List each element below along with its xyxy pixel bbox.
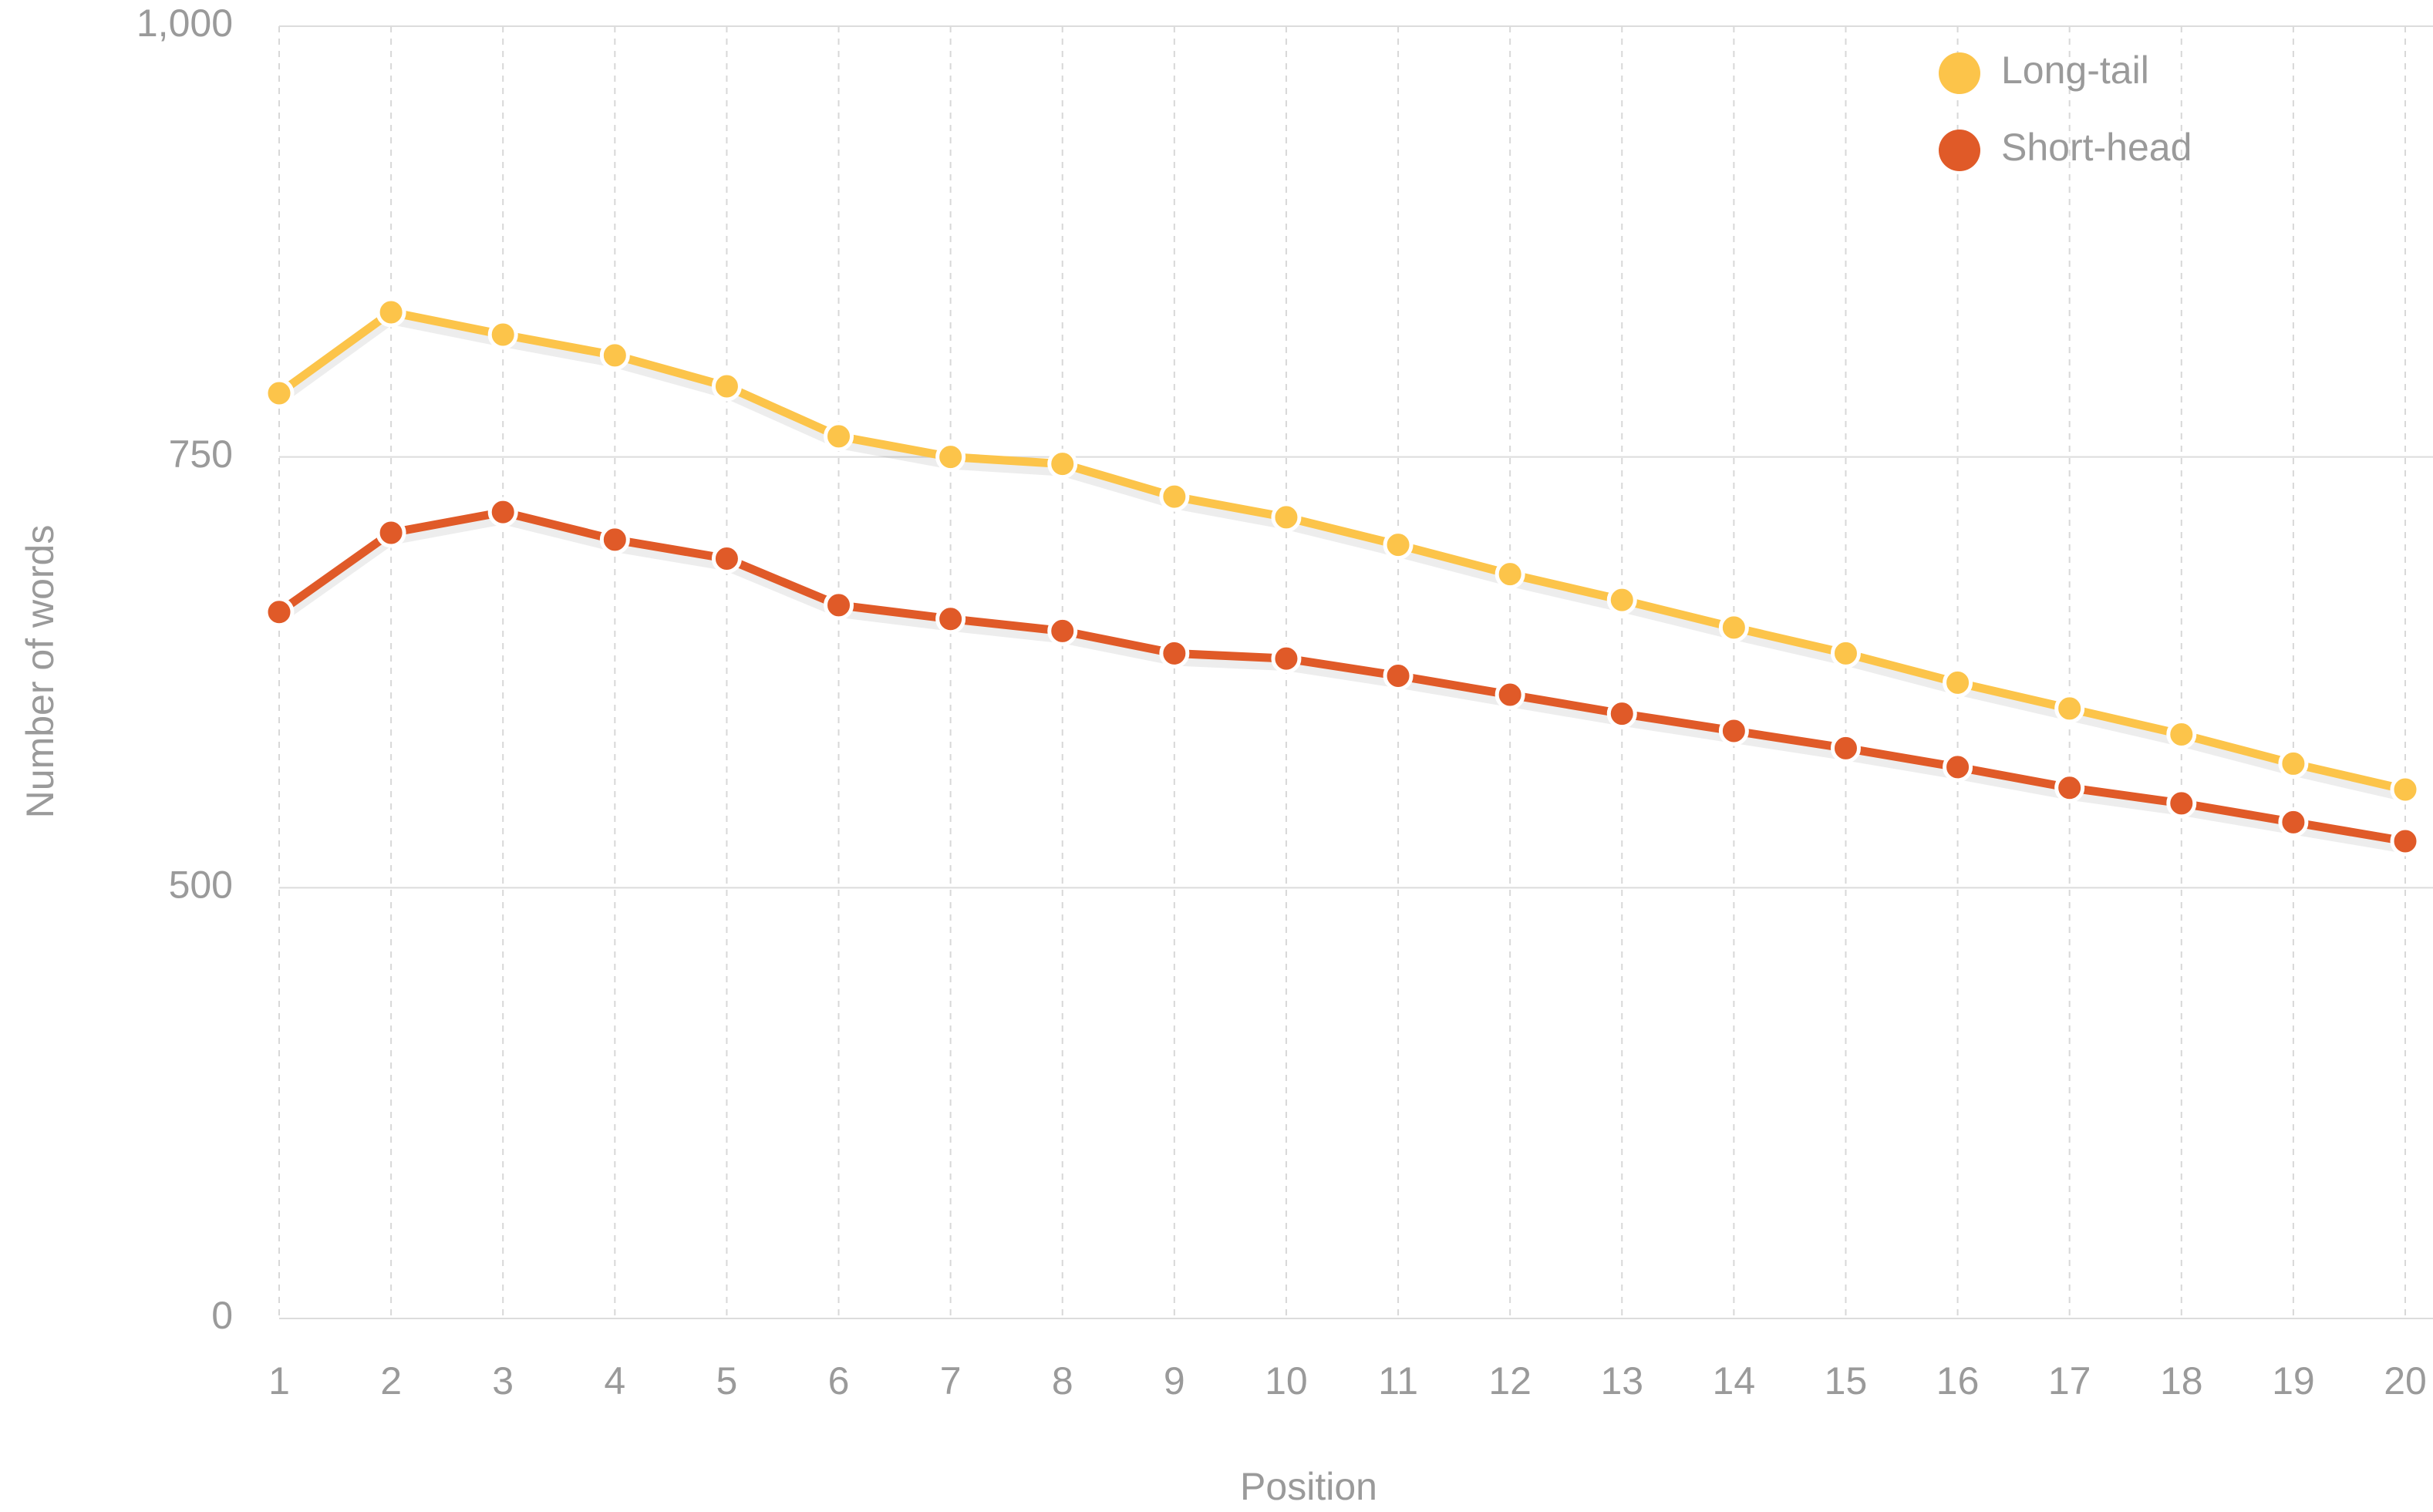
marker <box>1832 735 1858 761</box>
x-tick-label: 19 <box>2272 1359 2315 1403</box>
marker <box>1050 618 1076 644</box>
marker <box>1497 682 1523 708</box>
marker <box>2280 750 2307 776</box>
x-tick-label: 7 <box>940 1359 962 1403</box>
marker <box>1385 532 1411 558</box>
marker <box>602 342 628 369</box>
x-tick-label: 1 <box>268 1359 290 1403</box>
marker <box>938 444 964 470</box>
x-tick-label: 16 <box>1936 1359 1980 1403</box>
legend-label: Long-tail <box>2001 49 2149 92</box>
y-tick-label: 0 <box>211 1294 233 1337</box>
marker <box>826 592 852 618</box>
marker <box>2280 809 2307 835</box>
marker <box>1273 504 1299 530</box>
marker <box>1050 451 1076 477</box>
marker <box>2057 775 2083 801</box>
marker <box>378 520 404 546</box>
marker <box>713 373 740 399</box>
x-tick-label: 15 <box>1825 1359 1868 1403</box>
marker <box>1945 669 1971 695</box>
marker <box>378 299 404 325</box>
marker <box>602 527 628 553</box>
legend-label: Short-head <box>2001 126 2192 169</box>
marker <box>1609 701 1635 727</box>
x-tick-label: 13 <box>1600 1359 1643 1403</box>
line-shadow <box>279 320 2405 797</box>
x-tick-label: 10 <box>1265 1359 1308 1403</box>
marker <box>713 546 740 572</box>
x-tick-label: 8 <box>1052 1359 1073 1403</box>
marker <box>1832 640 1858 666</box>
y-tick-label: 750 <box>169 433 233 476</box>
marker <box>2392 776 2418 803</box>
x-tick-label: 3 <box>492 1359 514 1403</box>
marker <box>2168 721 2195 747</box>
marker <box>1945 754 1971 780</box>
marker <box>1273 645 1299 672</box>
x-tick-label: 20 <box>2384 1359 2427 1403</box>
marker <box>2057 695 2083 722</box>
marker <box>490 499 516 525</box>
y-axis-title: Number of words <box>19 525 62 819</box>
legend-marker <box>1939 130 1980 171</box>
x-tick-label: 18 <box>2160 1359 2203 1403</box>
x-tick-label: 14 <box>1713 1359 1756 1403</box>
line-shadow <box>279 520 2405 849</box>
y-tick-label: 500 <box>169 864 233 907</box>
marker <box>1497 561 1523 588</box>
x-tick-label: 2 <box>380 1359 402 1403</box>
chart: Position Number of words 123456789101112… <box>0 0 2433 1512</box>
x-tick-label: 11 <box>1378 1359 1418 1403</box>
x-tick-label: 5 <box>716 1359 738 1403</box>
legend-marker <box>1939 52 1980 94</box>
x-tick-label: 6 <box>828 1359 850 1403</box>
marker <box>1609 587 1635 613</box>
marker <box>266 599 292 625</box>
marker <box>938 606 964 632</box>
marker <box>2168 790 2195 817</box>
marker <box>266 380 292 406</box>
marker <box>1385 662 1411 689</box>
y-tick-label: 1,000 <box>136 2 233 45</box>
marker <box>826 423 852 450</box>
marker <box>2392 828 2418 854</box>
marker <box>490 322 516 348</box>
marker <box>1720 615 1747 641</box>
marker <box>1161 640 1188 666</box>
x-tick-label: 17 <box>2048 1359 2091 1403</box>
x-axis-title: Position <box>1240 1465 1377 1508</box>
x-tick-label: 12 <box>1488 1359 1532 1403</box>
marker <box>1161 483 1188 510</box>
x-tick-label: 9 <box>1164 1359 1185 1403</box>
marker <box>1720 718 1747 744</box>
x-tick-label: 4 <box>604 1359 625 1403</box>
